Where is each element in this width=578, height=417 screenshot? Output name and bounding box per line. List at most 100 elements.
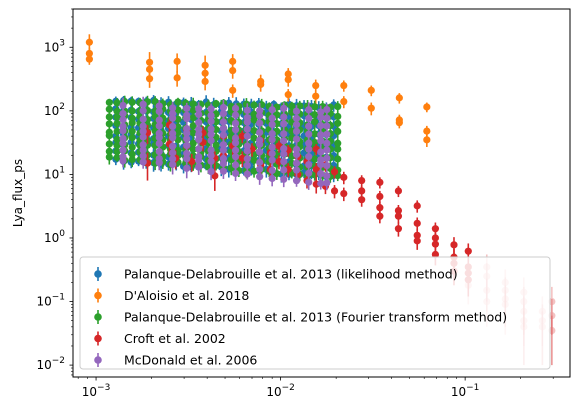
data-point bbox=[317, 146, 325, 159]
data-point bbox=[311, 100, 319, 115]
data-point bbox=[256, 103, 264, 122]
data-point bbox=[145, 71, 154, 88]
point-marker bbox=[113, 127, 121, 136]
point-marker bbox=[201, 77, 209, 86]
data-point bbox=[250, 166, 258, 178]
point-marker bbox=[128, 107, 136, 115]
point-marker bbox=[207, 157, 215, 165]
data-point bbox=[376, 177, 384, 189]
data-point bbox=[340, 187, 348, 202]
point-marker bbox=[169, 142, 177, 150]
data-point bbox=[284, 73, 292, 87]
data-point bbox=[394, 222, 403, 237]
point-marker bbox=[250, 110, 258, 118]
point-marker bbox=[256, 158, 264, 166]
point-marker bbox=[201, 69, 209, 77]
point-marker bbox=[395, 119, 403, 127]
point-marker bbox=[330, 187, 339, 195]
point-marker bbox=[376, 212, 384, 220]
point-marker bbox=[358, 176, 366, 185]
point-marker bbox=[340, 189, 348, 198]
point-marker bbox=[413, 219, 421, 227]
legend-label: Palanque-Delabrouille et al. 2013 (likel… bbox=[124, 267, 458, 282]
legend-entry: Croft et al. 2002 bbox=[94, 331, 226, 346]
point-marker bbox=[189, 129, 197, 137]
legend-label: McDonald et al. 2006 bbox=[124, 353, 257, 368]
data-point bbox=[288, 101, 296, 111]
point-marker bbox=[268, 106, 276, 114]
point-marker bbox=[105, 140, 113, 148]
y-tick-label: 10−2 bbox=[36, 356, 65, 372]
point-marker bbox=[376, 178, 384, 186]
point-marker bbox=[243, 142, 251, 150]
point-marker bbox=[334, 155, 342, 163]
data-point bbox=[256, 127, 264, 138]
point-marker bbox=[119, 101, 127, 110]
point-marker bbox=[229, 57, 237, 65]
data-point bbox=[394, 185, 403, 198]
legend-entry: Palanque-Delabrouille et al. 2013 (Fouri… bbox=[94, 310, 507, 325]
point-marker bbox=[105, 113, 113, 121]
point-marker bbox=[311, 130, 319, 138]
point-marker bbox=[139, 115, 147, 123]
data-point bbox=[128, 96, 136, 110]
point-marker bbox=[250, 101, 258, 109]
legend-frame bbox=[79, 256, 551, 370]
x-tick-label: 10−1 bbox=[451, 383, 480, 399]
y-tick-label: 10−1 bbox=[36, 293, 65, 309]
data-point bbox=[212, 99, 220, 109]
y-tick-label: 102 bbox=[44, 102, 65, 118]
point-marker bbox=[358, 196, 366, 204]
point-marker bbox=[189, 114, 197, 122]
data-point bbox=[113, 98, 121, 109]
data-point bbox=[257, 78, 265, 92]
point-marker bbox=[296, 102, 304, 110]
data-point bbox=[323, 170, 331, 183]
point-marker bbox=[173, 74, 181, 82]
data-point bbox=[358, 175, 366, 188]
point-marker bbox=[169, 104, 177, 112]
point-marker bbox=[358, 187, 366, 195]
y-axis: 10−2 10−1 100 101 102 103 bbox=[36, 8, 73, 376]
data-point bbox=[340, 80, 348, 92]
point-marker bbox=[312, 92, 320, 100]
point-marker bbox=[219, 167, 228, 175]
point-marker bbox=[395, 94, 403, 102]
point-marker bbox=[305, 139, 313, 147]
data-point bbox=[250, 125, 258, 138]
point-marker bbox=[231, 111, 240, 119]
data-point bbox=[174, 97, 182, 108]
data-point bbox=[174, 114, 182, 126]
point-marker bbox=[367, 104, 375, 112]
point-marker bbox=[183, 149, 191, 158]
legend-entry: D'Aloisio et al. 2018 bbox=[94, 288, 249, 303]
point-marker bbox=[105, 147, 113, 155]
plot-frame bbox=[72, 8, 571, 378]
point-marker bbox=[219, 131, 228, 139]
point-marker bbox=[431, 240, 440, 248]
point-marker bbox=[119, 134, 127, 143]
point-marker bbox=[311, 111, 319, 119]
point-marker bbox=[219, 103, 228, 112]
legend: Palanque-Delabrouille et al. 2013 (likel… bbox=[79, 256, 551, 370]
point-marker bbox=[195, 145, 203, 153]
data-point bbox=[173, 53, 181, 73]
point-marker bbox=[292, 177, 301, 185]
point-marker bbox=[317, 122, 325, 130]
y-axis-label: Lya_flux_ps bbox=[11, 159, 25, 227]
data-point bbox=[395, 93, 403, 104]
legend-marker bbox=[94, 334, 102, 343]
point-marker bbox=[113, 147, 121, 156]
data-point bbox=[207, 103, 215, 116]
point-marker bbox=[183, 124, 191, 133]
legend-marker bbox=[94, 356, 102, 364]
point-marker bbox=[145, 58, 154, 66]
x-tick-label: 10−3 bbox=[82, 383, 111, 399]
point-marker bbox=[242, 100, 251, 108]
data-point bbox=[128, 141, 136, 155]
point-marker bbox=[323, 154, 331, 162]
point-marker bbox=[231, 104, 240, 112]
point-marker bbox=[207, 168, 215, 176]
point-marker bbox=[431, 250, 440, 259]
point-marker bbox=[195, 105, 203, 113]
